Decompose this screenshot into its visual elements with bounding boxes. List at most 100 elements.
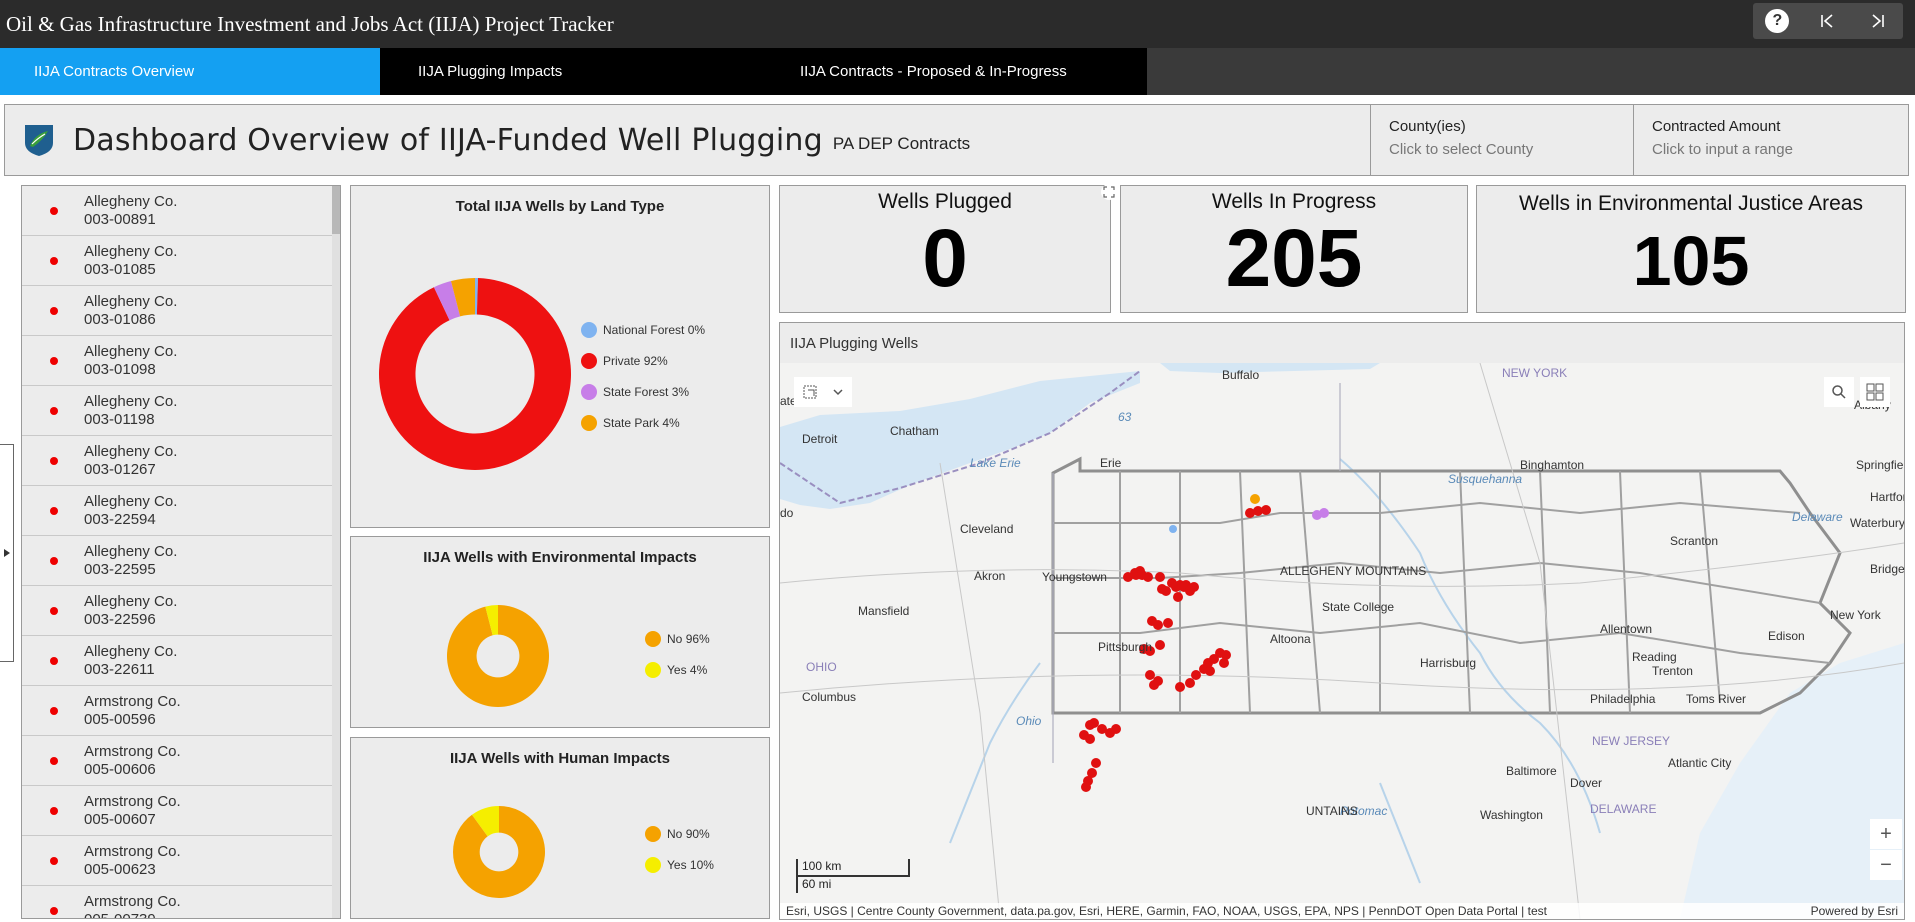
- legend-item[interactable]: No 96%: [645, 631, 710, 647]
- legend-item[interactable]: State Forest 3%: [581, 384, 689, 400]
- map-place-label: Waterbury: [1850, 516, 1904, 530]
- well-point[interactable]: [1145, 670, 1155, 680]
- well-point[interactable]: [1261, 505, 1271, 515]
- well-point[interactable]: [1153, 620, 1163, 630]
- list-item[interactable]: Armstrong Co. 005-00606: [22, 736, 334, 786]
- list-item-text: Armstrong Co. 005-00606: [84, 743, 181, 779]
- well-point[interactable]: [1173, 592, 1183, 602]
- list-item[interactable]: Armstrong Co. 005-00596: [22, 686, 334, 736]
- well-point[interactable]: [1253, 506, 1263, 516]
- map-place-label: ALLEGHENY MOUNTAINS: [1280, 564, 1426, 578]
- legend-percent: 90%: [685, 827, 710, 841]
- donut-slice-national-forest[interactable]: [475, 278, 479, 315]
- amount-filter[interactable]: Contracted Amount Click to input a range: [1633, 105, 1908, 175]
- donut-slice-private[interactable]: [379, 278, 571, 470]
- zoom-in-button[interactable]: +: [1870, 819, 1902, 849]
- next-page-icon[interactable]: [1865, 8, 1891, 34]
- scrollbar-thumb[interactable]: [332, 186, 340, 234]
- well-point[interactable]: [1091, 758, 1101, 768]
- list-item[interactable]: Allegheny Co. 003-22595: [22, 536, 334, 586]
- list-item[interactable]: Allegheny Co. 003-22611: [22, 636, 334, 686]
- list-item[interactable]: Allegheny Co. 003-01198: [22, 386, 334, 436]
- list-item[interactable]: Allegheny Co. 003-22596: [22, 586, 334, 636]
- well-point[interactable]: [1185, 586, 1195, 596]
- well-point[interactable]: [1161, 586, 1171, 596]
- well-point[interactable]: [1219, 658, 1229, 668]
- list-item-id: 005-00623: [84, 860, 156, 878]
- list-item[interactable]: Allegheny Co. 003-01267: [22, 436, 334, 486]
- list-item[interactable]: Allegheny Co. 003-01085: [22, 236, 334, 286]
- donut-slice-no[interactable]: [447, 605, 549, 707]
- legend-label: Private: [603, 354, 641, 368]
- well-point[interactable]: [1163, 618, 1173, 628]
- list-item[interactable]: Armstrong Co. 005-00739: [22, 886, 334, 918]
- county-filter[interactable]: County(ies) Click to select County: [1370, 105, 1633, 175]
- well-status-dot: [50, 656, 58, 665]
- zoom-out-button[interactable]: −: [1870, 850, 1902, 880]
- basemap-gallery-button[interactable]: [1860, 377, 1890, 407]
- tab-contracts-proposed[interactable]: IIJA Contracts - Proposed & In-Progress: [760, 48, 1147, 95]
- legend-item[interactable]: State Park 4%: [581, 415, 680, 431]
- list-item[interactable]: Armstrong Co. 005-00607: [22, 786, 334, 836]
- list-item[interactable]: Allegheny Co. 003-01098: [22, 336, 334, 386]
- list-item[interactable]: Allegheny Co. 003-01086: [22, 286, 334, 336]
- list-item-id: 003-22596: [84, 610, 156, 628]
- layer-select-button[interactable]: [794, 377, 852, 407]
- donut-slice-yes[interactable]: [485, 605, 498, 636]
- list-item[interactable]: Allegheny Co. 003-22594: [22, 486, 334, 536]
- well-point[interactable]: [1087, 768, 1097, 778]
- well-point[interactable]: [1205, 666, 1215, 676]
- map-place-label: Trenton: [1652, 664, 1693, 678]
- donut-slice-yes[interactable]: [471, 806, 499, 837]
- well-point[interactable]: [1085, 734, 1095, 744]
- tab-contracts-overview[interactable]: IIJA Contracts Overview: [0, 48, 380, 95]
- well-point[interactable]: [1145, 646, 1155, 656]
- well-point[interactable]: [1111, 724, 1121, 734]
- well-point[interactable]: [1155, 640, 1165, 650]
- legend-item[interactable]: No 90%: [645, 826, 710, 842]
- legend-label: National Forest: [603, 323, 685, 337]
- well-point[interactable]: [1097, 724, 1107, 734]
- well-point[interactable]: [1175, 682, 1185, 692]
- search-button[interactable]: [1824, 377, 1854, 407]
- legend-item[interactable]: Yes 4%: [645, 662, 707, 678]
- well-status-dot: [50, 506, 58, 515]
- list-item[interactable]: Armstrong Co. 005-00623: [22, 836, 334, 886]
- list-item-id: 003-22595: [84, 560, 156, 578]
- app-title: Oil & Gas Infrastructure Investment and …: [6, 11, 614, 36]
- well-point[interactable]: [1185, 678, 1195, 688]
- tab-plugging-impacts[interactable]: IIJA Plugging Impacts: [380, 48, 760, 95]
- previous-page-icon[interactable]: [1814, 8, 1840, 34]
- well-point[interactable]: [1221, 650, 1231, 660]
- legend-item[interactable]: National Forest 0%: [581, 322, 705, 338]
- expand-icon[interactable]: [1101, 184, 1117, 200]
- map-place-label: Bridgeport: [1870, 562, 1904, 576]
- wells-in-progress-label: Wells In Progress: [1211, 190, 1377, 213]
- well-point[interactable]: [1143, 572, 1153, 582]
- well-point[interactable]: [1191, 670, 1201, 680]
- donut-slice-state-park[interactable]: [451, 278, 475, 317]
- list-item[interactable]: Allegheny Co. 003-00891: [22, 186, 334, 236]
- well-point[interactable]: [1089, 718, 1099, 728]
- well-point[interactable]: [1245, 508, 1255, 518]
- help-button[interactable]: ?: [1765, 9, 1790, 33]
- well-point[interactable]: [1149, 680, 1159, 690]
- list-scrollbar[interactable]: [332, 186, 340, 918]
- list-item-county: Allegheny Co.: [84, 242, 178, 260]
- donut-slice-state-forest[interactable]: [433, 281, 461, 321]
- title-bar: Oil & Gas Infrastructure Investment and …: [0, 0, 1915, 48]
- donut-slice-no[interactable]: [453, 806, 545, 898]
- well-point[interactable]: [1155, 572, 1165, 582]
- well-point[interactable]: [1081, 782, 1091, 792]
- well-point[interactable]: [1123, 572, 1133, 582]
- powered-by-esri-link[interactable]: Powered by Esri: [1810, 904, 1898, 918]
- legend-item[interactable]: Private 92%: [581, 353, 668, 369]
- well-status-dot: [50, 406, 58, 415]
- list-item-id: 003-01098: [84, 360, 156, 378]
- map-place-label: DELAWARE: [1590, 802, 1656, 816]
- legend-label: Yes: [667, 663, 687, 677]
- legend-item[interactable]: Yes 10%: [645, 857, 714, 873]
- side-panel-toggle[interactable]: [0, 444, 14, 662]
